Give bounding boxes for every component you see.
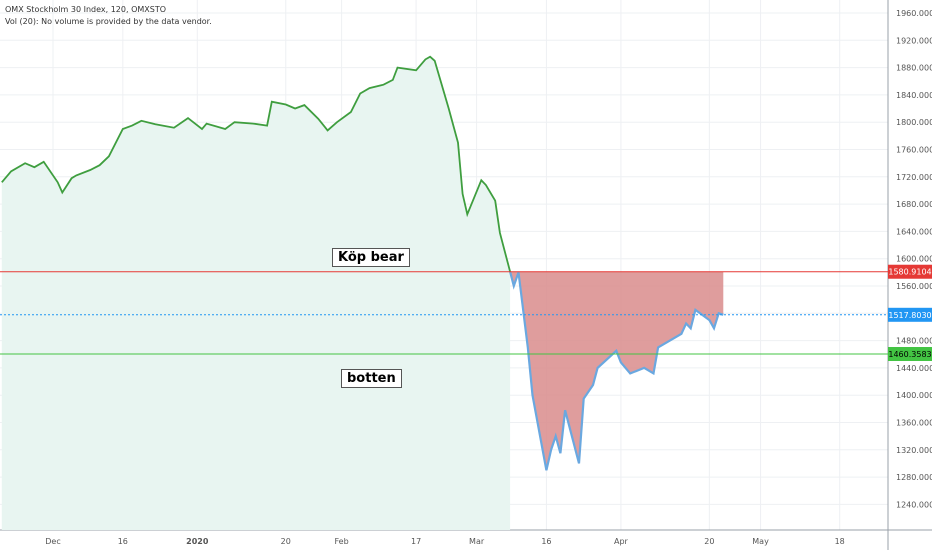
y-tick-label: 1240.0000 xyxy=(896,500,932,509)
y-tick-label: 1760.0000 xyxy=(896,146,932,155)
buy-bear-label: Köp bear xyxy=(332,248,410,267)
y-tick-label: 1480.0000 xyxy=(896,337,932,346)
x-tick-label: 20 xyxy=(281,537,291,546)
y-tick-label: 1840.0000 xyxy=(896,91,932,100)
price-tag-label: 1460.3583 xyxy=(888,350,931,359)
x-tick-label: Dec xyxy=(45,537,60,546)
y-tick-label: 1720.0000 xyxy=(896,173,932,182)
y-tick-label: 1560.0000 xyxy=(896,282,932,291)
bottom-label: botten xyxy=(341,369,402,388)
price-tag-label: 1580.9104 xyxy=(888,268,931,277)
x-tick-label: 18 xyxy=(835,537,845,546)
price-tag xyxy=(888,307,932,322)
x-tick-label: Apr xyxy=(614,537,629,546)
y-tick-label: 1640.0000 xyxy=(896,227,932,236)
price-tag-label: 1517.8030 xyxy=(888,311,931,320)
y-tick-label: 1680.0000 xyxy=(896,200,932,209)
y-tick-label: 1320.0000 xyxy=(896,446,932,455)
y-tick-label: 1960.0000 xyxy=(896,9,932,18)
price-line-below xyxy=(509,271,724,471)
y-tick-label: 1360.0000 xyxy=(896,419,932,428)
x-tick-label: 16 xyxy=(118,537,128,546)
y-tick-label: 1440.0000 xyxy=(896,364,932,373)
price-tag xyxy=(888,264,932,279)
y-tick-label: 1800.0000 xyxy=(896,118,932,127)
y-tick-label: 1400.0000 xyxy=(896,391,932,400)
x-tick-label: 20 xyxy=(704,537,714,546)
x-tick-label: 17 xyxy=(411,537,421,546)
price-line-above xyxy=(1,55,511,272)
y-tick-label: 1920.0000 xyxy=(896,36,932,45)
area-fill-above xyxy=(1,56,511,530)
y-tick-label: 1600.0000 xyxy=(896,255,932,264)
x-tick-label: 16 xyxy=(541,537,551,546)
y-tick-label: 1280.0000 xyxy=(896,473,932,482)
chart-symbol-legend[interactable]: OMX Stockholm 30 Index, 120, OMXSTO xyxy=(5,5,167,14)
x-tick-label: May xyxy=(752,537,769,546)
x-tick-label: Feb xyxy=(335,537,349,546)
x-tick-label: 2020 xyxy=(186,537,209,546)
volume-legend: Vol (20): No volume is provided by the d… xyxy=(5,17,212,26)
x-tick-label: Mar xyxy=(469,537,485,546)
y-tick-label: 1880.0000 xyxy=(896,64,932,73)
price-tag xyxy=(888,347,932,362)
area-fill-below xyxy=(510,271,724,471)
